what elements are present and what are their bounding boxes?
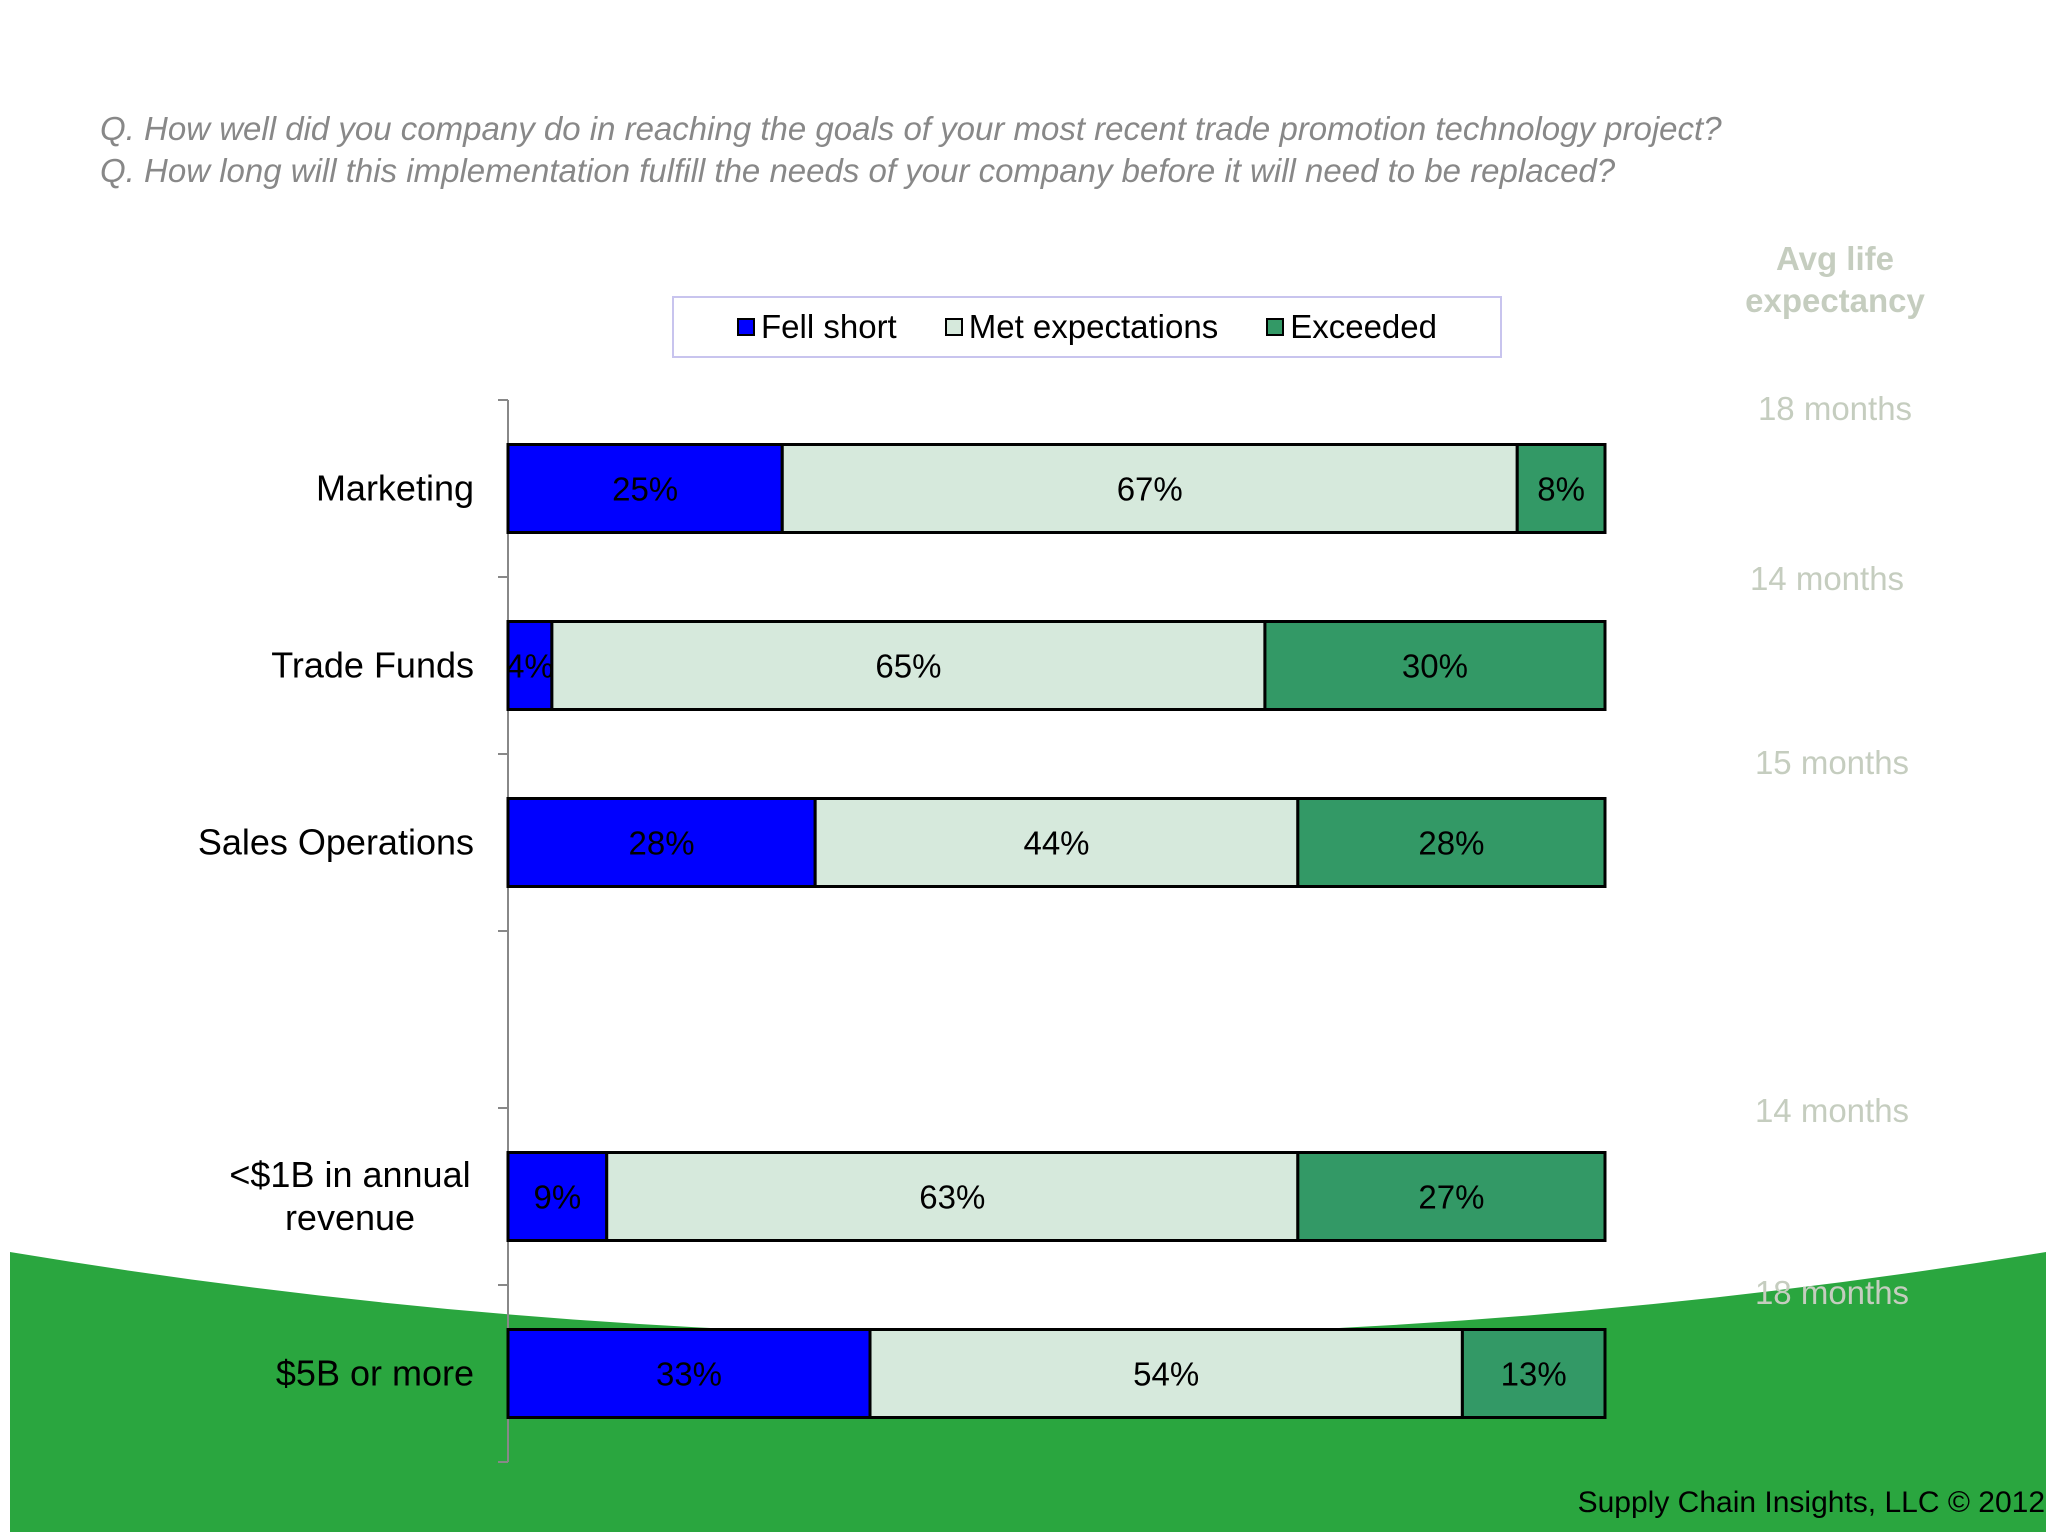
data-label: 9%	[534, 1179, 582, 1216]
category-label: Sales Operations	[198, 822, 474, 863]
bar-segment	[1296, 797, 1607, 888]
data-label: 13%	[1501, 1356, 1567, 1393]
bar-segment	[1460, 1328, 1607, 1419]
category-label: Trade Funds	[271, 645, 474, 686]
data-label: 65%	[875, 648, 941, 685]
category-label: Marketing	[316, 468, 474, 509]
avg-life-header-line1: Avg life	[1776, 240, 1894, 277]
bar-segment	[868, 1328, 1464, 1419]
avg-life-header-line2: expectancy	[1745, 282, 1925, 319]
bar-segment	[1263, 620, 1607, 711]
category-label-line: Sales Operations	[198, 822, 474, 863]
avg-life-value: 15 months	[1754, 744, 1910, 781]
data-label: 27%	[1418, 1179, 1484, 1216]
data-label: 28%	[629, 825, 695, 862]
legend-label-met-expectations: Met expectations	[968, 308, 1219, 345]
legend-swatch-fell-short	[737, 318, 756, 336]
bar-segment	[506, 797, 817, 888]
bar-segment	[506, 443, 784, 534]
survey-questions: Q. How well did you company do in reachi…	[100, 108, 1722, 192]
data-label: 54%	[1133, 1356, 1199, 1393]
bar-segment	[813, 797, 1300, 888]
data-label: 25%	[612, 471, 678, 508]
bar-segment	[605, 1151, 1300, 1242]
legend-item-exceeded: Exceeded	[1266, 308, 1437, 346]
avg-life-value: 14 months	[1749, 560, 1905, 597]
data-label: 8%	[1537, 471, 1585, 508]
bar-segment	[506, 620, 554, 711]
category-label: <$1B in annual revenue	[229, 1154, 470, 1238]
category-label-line: $5B or more	[276, 1353, 474, 1394]
bar-segment	[780, 443, 1519, 534]
legend-label-fell-short: Fell short	[761, 308, 897, 345]
data-label: 44%	[1023, 825, 1089, 862]
avg-life-value: 18 months	[1754, 1274, 1910, 1311]
legend-swatch-exceeded	[1266, 318, 1285, 336]
legend-label-exceeded: Exceeded	[1290, 308, 1437, 345]
bar-segment	[506, 1328, 872, 1419]
legend-swatch-met-expectations	[944, 318, 963, 336]
data-label: 63%	[919, 1179, 985, 1216]
avg-life-header: Avg life expectancy	[1700, 238, 1970, 322]
legend-item-met-expectations: Met expectations	[944, 308, 1219, 346]
data-label: 4%	[506, 648, 554, 685]
category-label-line: Marketing	[316, 468, 474, 509]
category-label-line: <$1B in annual	[229, 1154, 470, 1195]
data-label: 33%	[656, 1356, 722, 1393]
data-label: 28%	[1418, 825, 1484, 862]
question-1: Q. How well did you company do in reachi…	[100, 110, 1722, 147]
category-label: $5B or more	[276, 1353, 474, 1394]
bar-segment	[1515, 443, 1607, 534]
legend-item-fell-short: Fell short	[737, 308, 897, 346]
bar-segment	[550, 620, 1267, 711]
avg-life-value: 18 months	[1757, 390, 1913, 427]
question-2: Q. How long will this implementation ful…	[100, 152, 1616, 189]
data-label: 30%	[1402, 648, 1468, 685]
bar-segment	[1296, 1151, 1607, 1242]
avg-life-value: 14 months	[1754, 1092, 1910, 1129]
copyright-footer: Supply Chain Insights, LLC © 2012	[1577, 1486, 2045, 1519]
data-label: 67%	[1117, 471, 1183, 508]
category-label-line: Trade Funds	[271, 645, 474, 686]
category-label-line: revenue	[285, 1197, 415, 1238]
chart-legend: Fell short Met expectations Exceeded	[672, 296, 1502, 358]
bar-segment	[506, 1151, 609, 1242]
